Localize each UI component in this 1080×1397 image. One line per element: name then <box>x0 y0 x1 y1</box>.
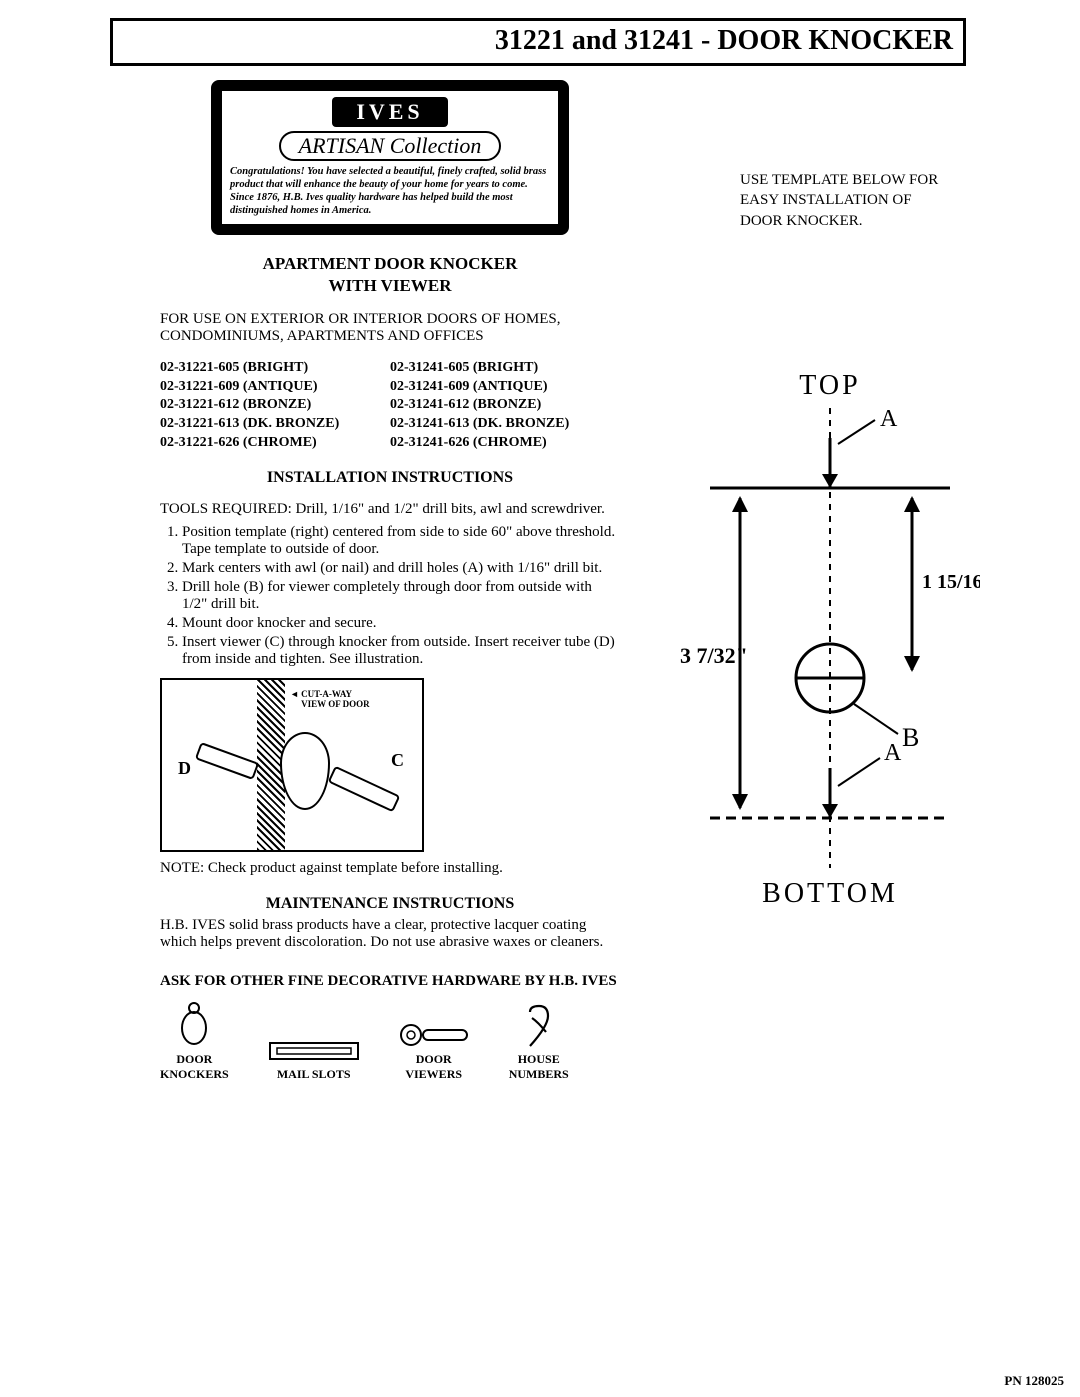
step: Mount door knocker and secure. <box>182 615 620 632</box>
knocker-icon <box>280 732 330 810</box>
template-diagram-icon: A A 3 7/32" 1 15/16" B <box>680 408 980 878</box>
template-top-label: TOP <box>680 370 980 402</box>
usage-text: FOR USE ON EXTERIOR OR INTERIOR DOORS OF… <box>160 311 620 345</box>
product-row: DOOR KNOCKERS MAIL SLOTS DOOR VIEWERS HO… <box>160 1000 620 1082</box>
template-note: USE TEMPLATE BELOW FOR EASY INSTALLATION… <box>740 170 950 231</box>
tools-required: TOOLS REQUIRED: Drill, 1/16" and 1/2" dr… <box>160 501 620 518</box>
maintenance-heading: MAINTENANCE INSTRUCTIONS <box>160 895 620 913</box>
cutaway-illustration: ◄ CUT-A-WAY VIEW OF DOOR D C <box>160 678 424 852</box>
sku: 02-31241-626 (CHROME) <box>390 434 620 453</box>
ask-heading: ASK FOR OTHER FINE DECORATIVE HARDWARE B… <box>160 973 620 990</box>
logo-congrats: Congratulations! You have selected a bea… <box>230 165 550 218</box>
title-box: 31221 and 31241 - DOOR KNOCKER <box>110 18 966 66</box>
product-label: DOOR <box>416 1052 452 1066</box>
install-steps: Position template (right) centered from … <box>160 524 620 668</box>
note: NOTE: Check product against template bef… <box>160 860 620 877</box>
install-heading: INSTALLATION INSTRUCTIONS <box>160 469 620 487</box>
label-d: D <box>178 758 191 779</box>
logo-collection: ARTISAN Collection <box>279 131 502 161</box>
main-column: IVES ARTISAN Collection Congratulations!… <box>160 80 620 1082</box>
sku: 02-31221-612 (BRONZE) <box>160 396 390 415</box>
subtitle: APARTMENT DOOR KNOCKER WITH VIEWER <box>160 253 620 297</box>
logo-frame: IVES ARTISAN Collection Congratulations!… <box>211 80 569 235</box>
product-label: KNOCKERS <box>160 1067 229 1081</box>
door-viewer-icon <box>399 1022 469 1048</box>
product-label: VIEWERS <box>405 1067 462 1081</box>
step: Insert viewer (C) through knocker from o… <box>182 634 620 668</box>
dim-wide: 3 7/32" <box>680 643 748 668</box>
sku: 02-31241-613 (DK. BRONZE) <box>390 415 620 434</box>
sku-columns: 02-31221-605 (BRIGHT) 02-31221-609 (ANTI… <box>160 359 620 453</box>
step: Position template (right) centered from … <box>182 524 620 558</box>
door-knocker-icon <box>176 1000 212 1048</box>
page-title: 31221 and 31241 - DOOR KNOCKER <box>495 25 953 56</box>
part-number: PN 128025 <box>1004 1373 1064 1389</box>
product-label: HOUSE <box>518 1052 560 1066</box>
label-b: B <box>902 723 919 752</box>
logo-brand: IVES <box>332 97 447 127</box>
subtitle-line1: APARTMENT DOOR KNOCKER <box>263 254 518 273</box>
step: Mark centers with awl (or nail) and dril… <box>182 560 620 577</box>
product-label: MAIL SLOTS <box>277 1067 351 1081</box>
cutaway-label: ◄ CUT-A-WAY VIEW OF DOOR <box>290 690 370 710</box>
subtitle-line2: WITH VIEWER <box>329 276 452 295</box>
template-bottom-label: BOTTOM <box>680 878 980 910</box>
sku: 02-31221-609 (ANTIQUE) <box>160 378 390 397</box>
receiver-tube-icon <box>195 742 259 780</box>
drill-template: TOP A A 3 7/32" 1 15/16" B BOTTOM <box>680 370 980 910</box>
product-label: DOOR <box>176 1052 212 1066</box>
house-number-icon <box>524 1004 554 1048</box>
sku: 02-31221-613 (DK. BRONZE) <box>160 415 390 434</box>
label-a2: A <box>884 740 902 766</box>
product-door-knockers: DOOR KNOCKERS <box>160 1000 229 1082</box>
label-a: A <box>880 408 898 432</box>
product-door-viewers: DOOR VIEWERS <box>399 1022 469 1082</box>
viewer-tube-icon <box>328 766 401 813</box>
sku: 02-31241-609 (ANTIQUE) <box>390 378 620 397</box>
sku: 02-31241-605 (BRIGHT) <box>390 359 620 378</box>
dim-narrow: 1 15/16" <box>922 571 980 593</box>
sku-col-right: 02-31241-605 (BRIGHT) 02-31241-609 (ANTI… <box>390 359 620 453</box>
mail-slot-icon <box>269 1039 359 1063</box>
sku: 02-31221-626 (CHROME) <box>160 434 390 453</box>
maintenance-text: H.B. IVES solid brass products have a cl… <box>160 917 620 951</box>
label-c: C <box>391 750 404 771</box>
sku: 02-31241-612 (BRONZE) <box>390 396 620 415</box>
sku: 02-31221-605 (BRIGHT) <box>160 359 390 378</box>
step: Drill hole (B) for viewer completely thr… <box>182 579 620 613</box>
product-label: NUMBERS <box>509 1067 569 1081</box>
product-house-numbers: HOUSE NUMBERS <box>509 1004 569 1082</box>
product-mail-slots: MAIL SLOTS <box>269 1039 359 1082</box>
logo-inner: IVES ARTISAN Collection Congratulations!… <box>220 89 560 226</box>
sku-col-left: 02-31221-605 (BRIGHT) 02-31221-609 (ANTI… <box>160 359 390 453</box>
